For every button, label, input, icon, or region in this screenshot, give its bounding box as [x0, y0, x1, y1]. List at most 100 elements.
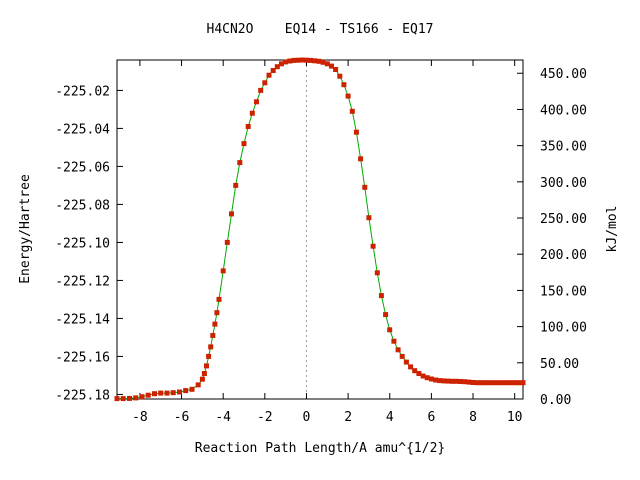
- data-point: [324, 61, 330, 67]
- y2-tick-label: 200.00: [540, 248, 587, 263]
- y-tick-label: -225.16: [55, 350, 110, 365]
- data-point: [333, 67, 339, 72]
- data-point: [420, 373, 426, 379]
- data-point: [445, 378, 451, 384]
- y-tick-label: -225.14: [55, 312, 110, 327]
- x-tick-label: 0: [303, 410, 311, 425]
- data-point: [279, 61, 284, 67]
- x-tick-label: -8: [132, 410, 148, 425]
- data-point: [320, 59, 326, 65]
- data-point: [437, 378, 443, 384]
- data-point: [210, 333, 216, 338]
- y2-tick-label: 250.00: [540, 212, 587, 227]
- data-point: [403, 359, 409, 365]
- data-point: [503, 380, 509, 386]
- y-axis-label: Energy/Hartree: [18, 174, 33, 284]
- data-point: [433, 377, 439, 383]
- y-tick-label: -225.06: [55, 160, 110, 175]
- x-axis-label: Reaction Path Length/A amu^{1/2}: [195, 441, 445, 456]
- data-point: [391, 338, 397, 344]
- y-tick-label: -225.10: [55, 236, 110, 251]
- data-point: [139, 394, 145, 400]
- x-tick-label: 10: [507, 410, 523, 425]
- data-point: [383, 312, 389, 318]
- data-point: [520, 380, 526, 386]
- data-point: [362, 184, 368, 190]
- data-point: [329, 63, 334, 69]
- data-point: [499, 380, 505, 386]
- data-point: [449, 378, 455, 384]
- data-point: [295, 57, 301, 63]
- data-point: [195, 382, 201, 388]
- x-tick-label: -6: [174, 410, 190, 425]
- data-point: [189, 386, 195, 392]
- data-point: [170, 390, 176, 396]
- plot-frame: [116, 59, 524, 400]
- y2-tick-label: 400.00: [540, 103, 587, 118]
- y-tick-label: -225.04: [55, 122, 110, 137]
- data-point: [408, 364, 414, 370]
- data-point: [395, 347, 401, 353]
- data-point: [366, 215, 372, 221]
- data-point: [245, 124, 251, 129]
- y-tick-label: -225.08: [55, 198, 110, 213]
- data-point: [199, 376, 205, 382]
- data-point: [214, 310, 220, 316]
- data-point: [152, 391, 157, 397]
- data-point: [387, 327, 393, 333]
- data-point: [466, 379, 472, 385]
- data-point: [308, 57, 314, 63]
- data-point: [516, 380, 522, 386]
- data-point: [358, 156, 364, 162]
- data-point: [495, 380, 501, 386]
- data-point: [266, 72, 272, 78]
- data-point: [299, 57, 305, 63]
- data-point: [206, 353, 212, 359]
- data-point: [412, 368, 418, 374]
- data-point: [287, 58, 293, 64]
- x-tick-label: 6: [427, 410, 435, 425]
- data-point: [453, 378, 459, 384]
- y-tick-label: -225.02: [55, 84, 110, 99]
- x-axis: -8 -6 -4 -2 0 2 4 6 8 10: [132, 60, 522, 425]
- series-layer: [114, 57, 526, 402]
- data-point: [312, 58, 318, 64]
- data-point: [158, 390, 164, 396]
- data-point: [114, 396, 120, 402]
- data-point: [349, 108, 355, 114]
- data-point: [224, 239, 230, 245]
- data-point: [304, 57, 309, 63]
- data-point: [220, 268, 226, 274]
- data-point: [462, 379, 468, 385]
- data-point: [512, 380, 518, 386]
- y2-tick-label: 100.00: [540, 321, 587, 336]
- data-point: [254, 99, 259, 105]
- y2-axis: 0.00 50.00 100.00 150.00 200.00 250.00 300.00 3…: [517, 67, 587, 408]
- data-point: [270, 68, 276, 73]
- data-point: [441, 378, 447, 384]
- data-point: [337, 73, 343, 79]
- data-point: [424, 375, 430, 381]
- data-point: [283, 59, 289, 65]
- y2-tick-label: 0.00: [540, 393, 571, 408]
- y2-tick-label: 450.00: [540, 67, 587, 82]
- data-point: [201, 371, 207, 376]
- data-point: [274, 64, 280, 70]
- x-tick-label: -4: [215, 410, 231, 425]
- x-tick-label: -2: [257, 410, 273, 425]
- data-point: [258, 87, 264, 93]
- data-point: [370, 243, 376, 249]
- y2-tick-label: 350.00: [540, 140, 587, 155]
- y2-tick-label: 50.00: [540, 357, 579, 372]
- data-point: [341, 82, 347, 88]
- data-point: [120, 396, 126, 402]
- data-point: [249, 110, 255, 116]
- data-point: [262, 80, 268, 86]
- data-point: [212, 321, 218, 327]
- chart-title: H4CN2O EQ14 - TS166 - EQ17: [207, 22, 434, 37]
- data-point: [316, 58, 322, 64]
- data-point: [458, 379, 463, 384]
- data-point: [470, 380, 476, 385]
- data-point: [378, 293, 384, 299]
